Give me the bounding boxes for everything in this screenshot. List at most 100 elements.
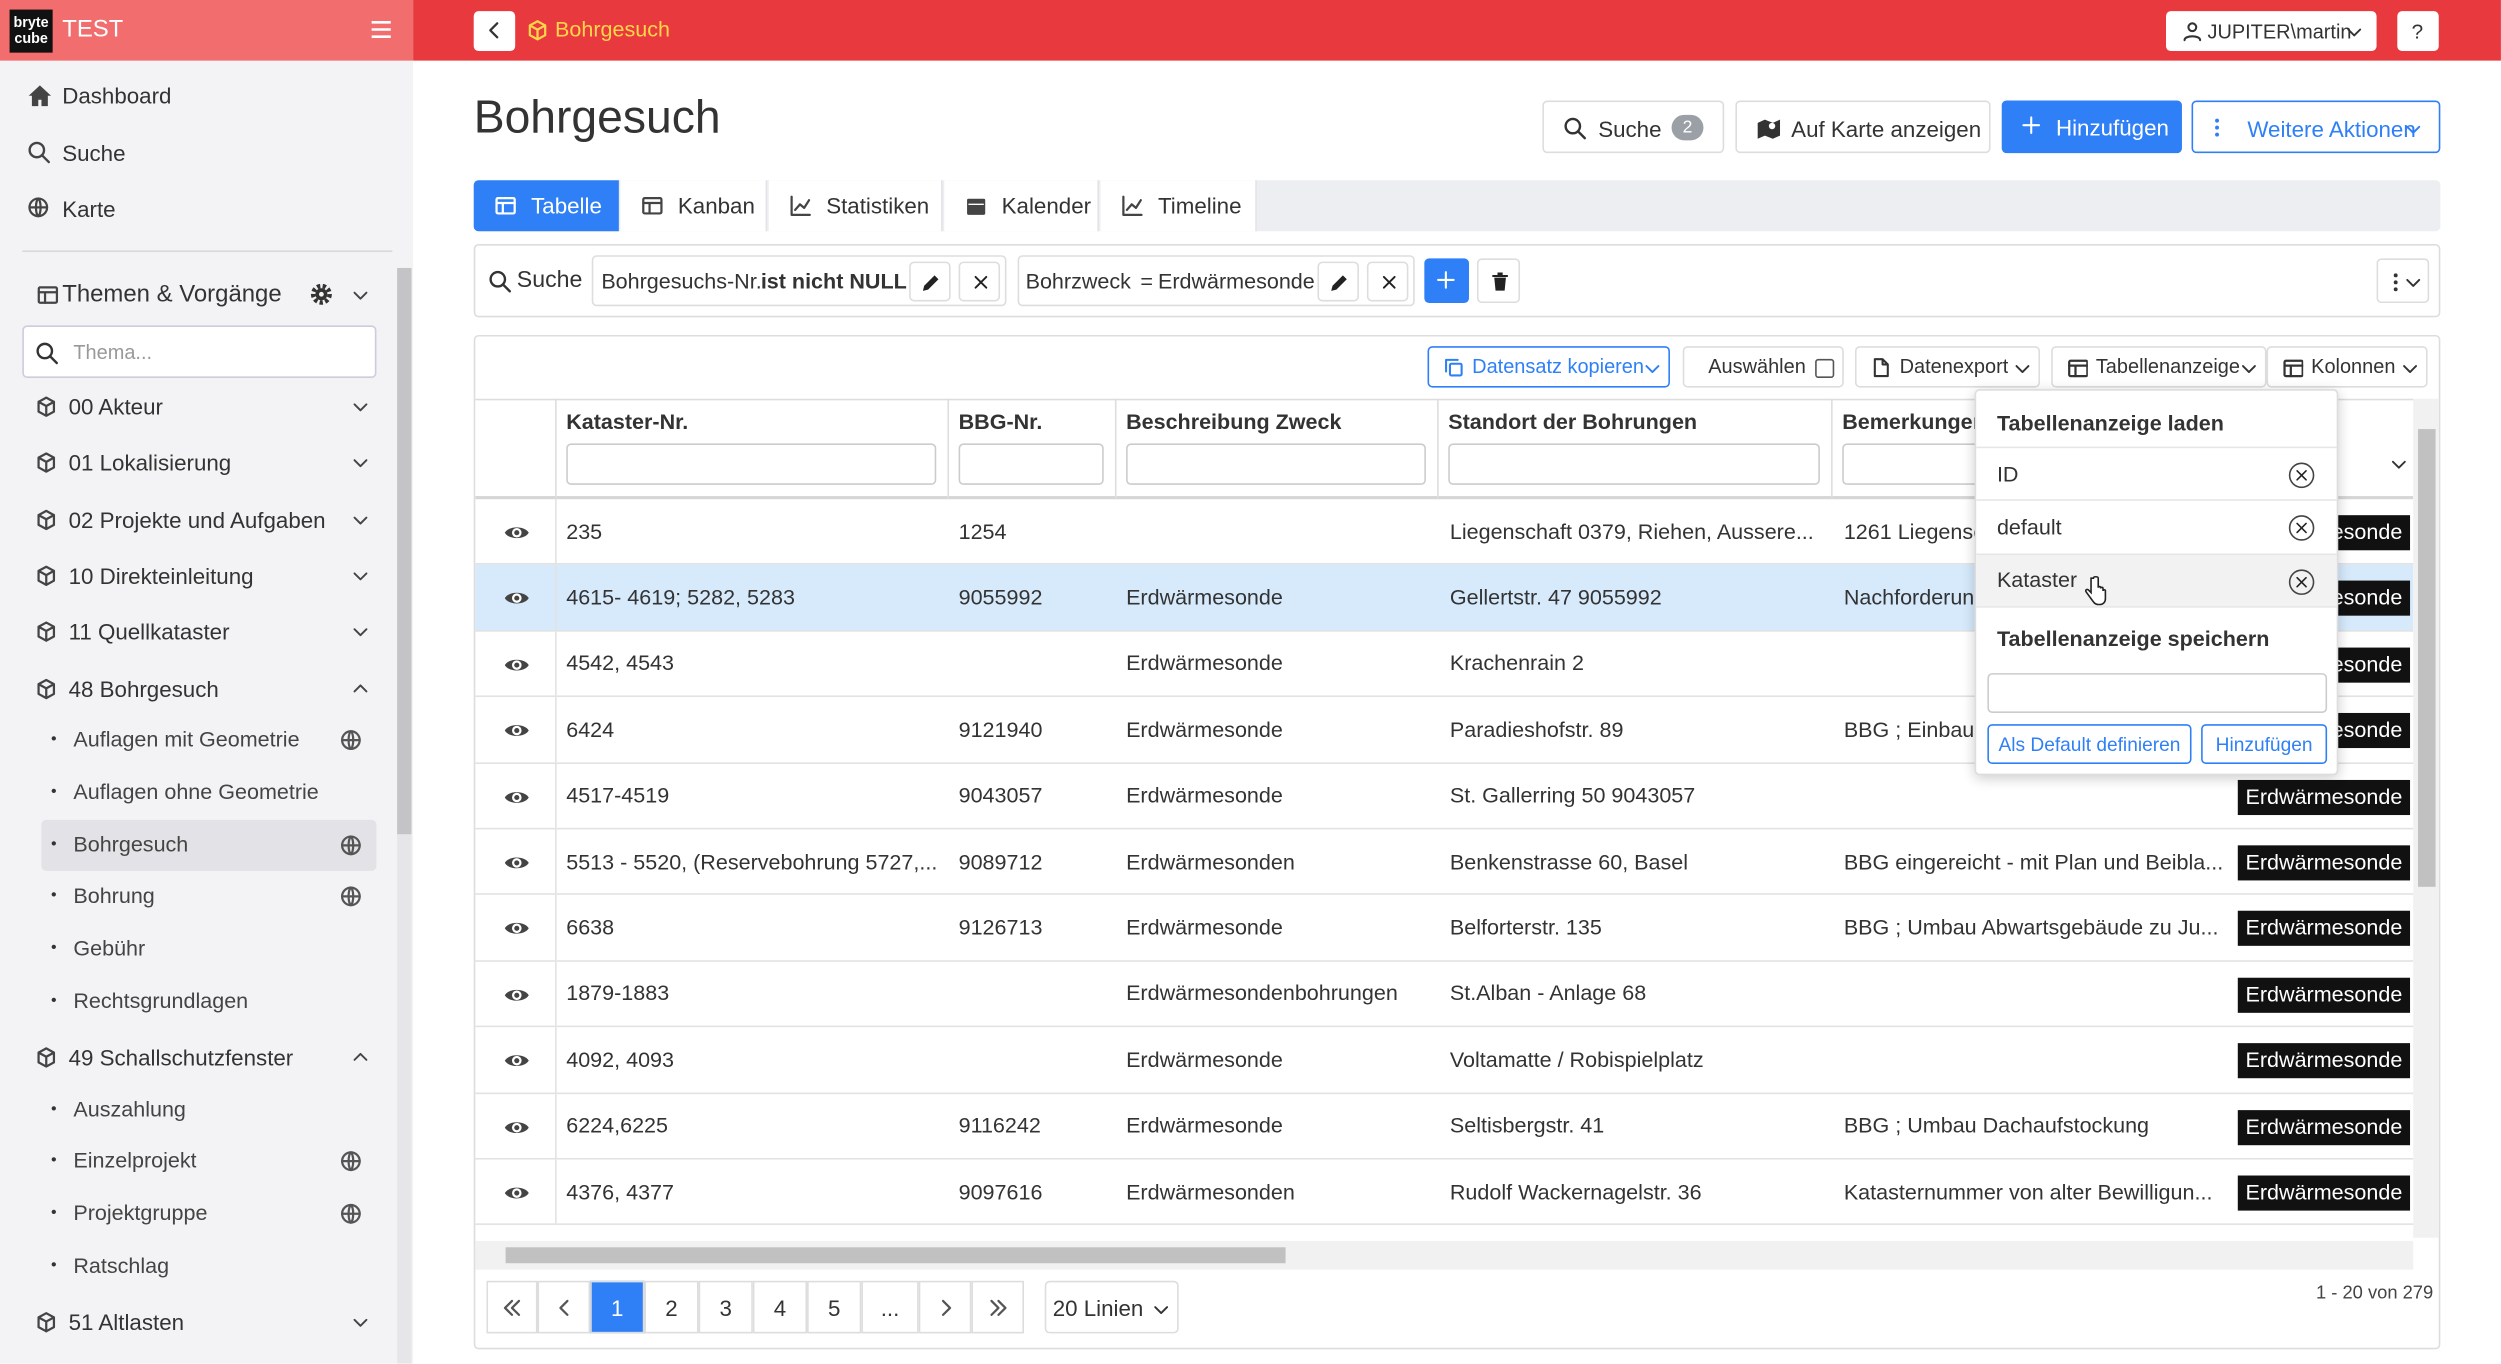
view-record[interactable] — [504, 1114, 530, 1140]
view-record[interactable] — [504, 784, 530, 810]
dropdown-button[interactable]: Hinzufügen — [2201, 724, 2328, 765]
page-button[interactable] — [537, 1280, 591, 1334]
page-button[interactable]: ... — [861, 1280, 919, 1334]
delete-view[interactable] — [2288, 515, 2315, 542]
page-size-select[interactable]: 20 Linien — [1044, 1280, 1179, 1334]
page-button[interactable]: 2 — [644, 1280, 699, 1334]
filter-chip[interactable]: Bohrgesuchs-Nr. ist nicht NULL — [591, 255, 1007, 307]
table-row[interactable]: 6638 9126713 Erdwärmesonde Belforterstr. 13… — [475, 895, 2414, 962]
add-button[interactable]: Hinzufügen — [2001, 100, 2182, 154]
user-menu[interactable]: JUPITER\martin — [2166, 11, 2377, 52]
page-button[interactable]: 4 — [752, 1280, 808, 1334]
topic-item[interactable]: 01 Lokalisierung — [22, 436, 376, 490]
view-tab[interactable]: Kanban — [620, 180, 768, 232]
view-tab[interactable]: Tabelle — [473, 180, 619, 232]
saved-view[interactable]: default — [1976, 499, 2337, 553]
filter-menu[interactable] — [2376, 258, 2430, 304]
globe-link[interactable] — [340, 729, 362, 751]
view-record[interactable] — [504, 1048, 530, 1074]
view-tab[interactable]: Timeline — [1100, 180, 1257, 232]
table-row[interactable]: 4376, 4377 9097616 Erdwärmesonden Rudolf Wa… — [475, 1159, 2414, 1226]
topic-item[interactable]: 00 Akteur — [22, 380, 376, 434]
subtopic-item[interactable]: • Projektgruppe — [41, 1188, 376, 1239]
view-record[interactable] — [504, 718, 530, 744]
view-record[interactable] — [504, 520, 530, 546]
page-button[interactable] — [486, 1280, 538, 1334]
column-filter[interactable] — [958, 443, 1104, 485]
page-button[interactable]: 5 — [807, 1280, 862, 1334]
toolbar-button[interactable]: Tabellenanzeige — [2051, 346, 2267, 388]
column-filter[interactable] — [566, 443, 937, 485]
subtopic-item[interactable]: • Rechtsgrundlagen — [41, 976, 376, 1027]
theme-search[interactable]: Thema... — [22, 325, 377, 379]
more-actions-button[interactable]: Weitere Aktionen — [2191, 100, 2441, 154]
globe-link[interactable] — [340, 834, 362, 856]
view-tab[interactable]: Statistiken — [768, 180, 943, 232]
subtopic-item[interactable]: • Auflagen mit Geometrie — [41, 715, 376, 766]
section-toggle[interactable] — [351, 286, 370, 305]
column-filter[interactable] — [1126, 443, 1426, 485]
nav-item[interactable]: Suche — [16, 129, 383, 177]
chip-edit[interactable] — [1317, 261, 1359, 302]
topic-item[interactable]: 02 Projekte und Aufgaben — [22, 492, 376, 546]
page-button[interactable]: 1 — [590, 1280, 645, 1334]
chip-remove[interactable] — [958, 261, 1001, 302]
view-record[interactable] — [504, 652, 530, 678]
page-button[interactable] — [971, 1280, 1024, 1334]
view-name-input[interactable] — [1987, 673, 2328, 713]
topic-item[interactable]: 48 Bohrgesuch — [22, 661, 376, 715]
saved-view[interactable]: Kataster — [1976, 552, 2337, 606]
map-button[interactable]: Auf Karte anzeigen — [1735, 100, 1991, 154]
saved-view[interactable]: ID — [1976, 446, 2337, 500]
view-record[interactable] — [504, 916, 530, 942]
globe-link[interactable] — [340, 1151, 362, 1173]
section-settings[interactable] — [309, 282, 335, 308]
menu-toggle[interactable] — [370, 19, 392, 40]
table-row[interactable]: 1879-1883 Erdwärmesondenbohrungen St.Alban… — [475, 961, 2414, 1028]
table-row[interactable]: 4092, 4093 Erdwärmesonde Voltamatte / Robi… — [475, 1027, 2414, 1094]
help-button[interactable]: ? — [2397, 11, 2439, 52]
topic-item[interactable]: 10 Direkteinleitung — [22, 549, 376, 603]
table-row[interactable]: 6224,6225 9116242 Erdwärmesonde Seltisbergs… — [475, 1093, 2414, 1160]
nav-item[interactable]: Karte — [16, 185, 383, 233]
subtopic-item[interactable]: • Bohrung — [41, 871, 376, 922]
toolbar-button[interactable]: Kolonnen — [2266, 346, 2428, 388]
globe-link[interactable] — [340, 1203, 362, 1225]
table-row[interactable]: 5513 - 5520, (Reservebohrung 5727,... 908… — [475, 829, 2414, 896]
select-checkbox[interactable] — [1815, 358, 1835, 379]
subtopic-item[interactable]: • Gebühr — [41, 924, 376, 975]
view-record[interactable] — [504, 982, 530, 1008]
toolbar-button[interactable]: Auswählen — [1682, 346, 1844, 388]
globe-link[interactable] — [340, 886, 362, 908]
chip-remove[interactable] — [1366, 261, 1409, 302]
topic-item[interactable]: 49 Schallschutzfenster — [22, 1030, 376, 1084]
clear-filters[interactable] — [1476, 258, 1521, 304]
chip-edit[interactable] — [909, 261, 951, 302]
page-button[interactable] — [918, 1280, 972, 1334]
delete-view[interactable] — [2288, 462, 2315, 489]
view-record[interactable] — [504, 586, 530, 612]
filter-chip[interactable]: Bohrzweck = Erdwärmesonde — [1017, 255, 1415, 307]
subtopic-item[interactable]: • Einzelprojekt — [41, 1136, 376, 1187]
add-filter[interactable] — [1424, 258, 1469, 304]
topic-item[interactable]: 51 Altlasten — [22, 1295, 376, 1349]
subtopic-item[interactable]: • Auflagen ohne Geometrie — [41, 767, 376, 818]
view-record[interactable] — [504, 1180, 530, 1206]
nav-item[interactable]: Dashboard — [16, 72, 383, 120]
view-tab[interactable]: Kalender — [944, 180, 1099, 232]
toolbar-button[interactable]: Datenexport — [1854, 346, 2041, 388]
column-filter[interactable] — [1448, 443, 1820, 485]
table-row[interactable]: 4517-4519 9043057 Erdwärmesonde St. Gallerr… — [475, 763, 2414, 830]
delete-view[interactable] — [2288, 568, 2315, 595]
subtopic-item[interactable]: • Bohrgesuch — [41, 819, 377, 871]
page-label: 2 — [665, 1295, 678, 1321]
toolbar-button[interactable]: Datensatz kopieren — [1427, 346, 1670, 388]
page-button[interactable]: 3 — [698, 1280, 753, 1334]
topic-item[interactable]: 11 Quellkataster — [22, 605, 376, 659]
search-button[interactable]: Suche 2 — [1542, 100, 1725, 154]
dropdown-button[interactable]: Als Default definieren — [1987, 724, 2192, 765]
subtopic-item[interactable]: • Ratschlag — [41, 1241, 376, 1292]
subtopic-item[interactable]: • Auszahlung — [41, 1084, 376, 1135]
back-button[interactable] — [473, 11, 516, 52]
view-record[interactable] — [504, 850, 530, 876]
